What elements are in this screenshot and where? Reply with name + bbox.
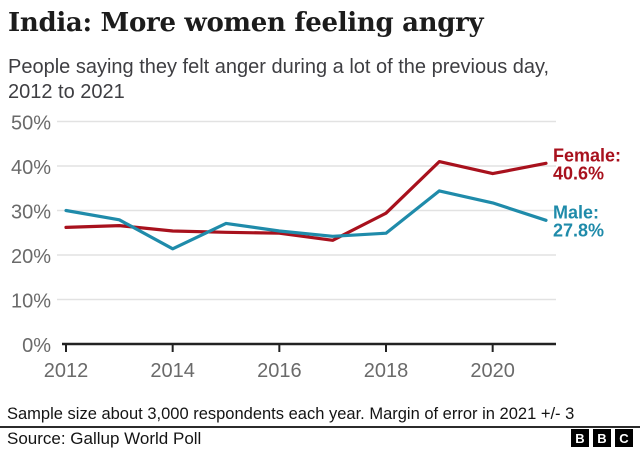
series-end-label-male: Male:: [553, 202, 599, 222]
bbc-logo-letter: C: [615, 429, 633, 447]
x-tick-label: 2018: [364, 360, 409, 382]
series-line-male: [64, 189, 548, 251]
y-tick-label: 20%: [11, 246, 51, 268]
y-tick-label: 50%: [11, 113, 51, 135]
series-end-label-female: Female:: [553, 145, 621, 165]
bbc-logo-letter: B: [571, 429, 589, 447]
x-tick-label: 2016: [257, 360, 302, 382]
y-tick-label: 10%: [11, 291, 51, 313]
x-tick-label: 2012: [44, 360, 89, 382]
chart-subtitle: People saying they felt anger during a l…: [8, 55, 549, 105]
x-tick-label: 2020: [470, 360, 515, 382]
bbc-logo-letter: B: [593, 429, 611, 447]
chart-subtitle-line2: 2012 to 2021: [8, 81, 125, 103]
chart-subtitle-line1: People saying they felt anger during a l…: [8, 56, 550, 78]
footnote: Sample size about 3,000 respondents each…: [7, 405, 575, 423]
y-tick-label: 30%: [11, 202, 51, 224]
y-tick-label: 0%: [22, 335, 51, 357]
footer-divider: [0, 426, 640, 428]
series-line-female: [64, 160, 548, 242]
y-tick-label: 40%: [11, 157, 51, 179]
series-end-value-male: 27.8%: [553, 220, 604, 240]
source-label: Source: Gallup World Poll: [7, 429, 202, 448]
series-end-value-female: 40.6%: [553, 163, 604, 183]
x-tick-label: 2014: [150, 360, 195, 382]
chart-title: India: More women feeling angry: [8, 8, 484, 38]
